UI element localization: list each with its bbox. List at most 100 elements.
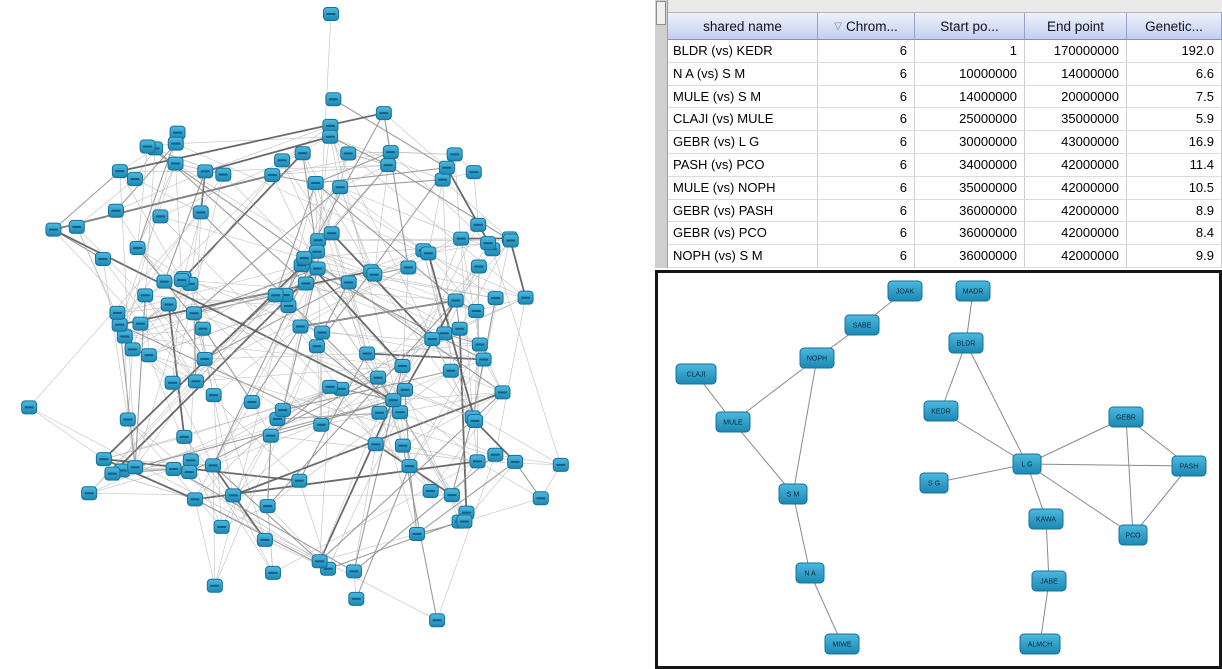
network-node[interactable] — [382, 145, 399, 160]
network-node[interactable] — [21, 400, 38, 415]
network-node[interactable] — [480, 236, 497, 251]
network-node[interactable] — [187, 374, 204, 389]
network-node[interactable] — [124, 342, 141, 357]
network-node[interactable] — [367, 437, 384, 452]
network-node[interactable]: S G — [919, 472, 949, 494]
network-node[interactable]: PASH — [1171, 455, 1207, 477]
network-node[interactable] — [392, 405, 409, 420]
column-header-shared-name[interactable]: shared name — [668, 13, 818, 40]
table-row[interactable]: NOPH (vs) S M 6 36000000 42000000 9.9 — [668, 245, 1222, 268]
network-node[interactable] — [469, 454, 486, 469]
network-node[interactable] — [194, 321, 211, 336]
network-node[interactable] — [192, 205, 209, 220]
network-node[interactable] — [470, 217, 487, 232]
network-node[interactable] — [370, 370, 387, 385]
network-node[interactable]: SABE — [844, 314, 880, 336]
network-node[interactable] — [297, 276, 314, 291]
network-node[interactable]: KEDR — [923, 400, 959, 422]
network-node[interactable] — [375, 106, 392, 121]
network-node[interactable] — [532, 491, 549, 506]
network-node[interactable] — [294, 146, 311, 161]
column-header-chromosome[interactable]: ▽ Chrom... — [818, 13, 915, 40]
network-node[interactable] — [394, 438, 411, 453]
network-node[interactable] — [443, 488, 460, 503]
network-node[interactable] — [422, 484, 439, 499]
network-node[interactable] — [109, 305, 126, 320]
network-node[interactable] — [160, 297, 177, 312]
network-node[interactable] — [185, 306, 202, 321]
network-node[interactable] — [340, 275, 357, 290]
network-node[interactable] — [196, 351, 213, 366]
network-node[interactable] — [243, 395, 260, 410]
network-node[interactable] — [215, 167, 232, 182]
network-node[interactable] — [167, 156, 184, 171]
network-node[interactable] — [314, 325, 331, 340]
network-node[interactable] — [164, 375, 181, 390]
network-node[interactable] — [205, 458, 222, 473]
scrollbar-thumb[interactable] — [656, 1, 666, 25]
network-node[interactable] — [401, 459, 418, 474]
network-node[interactable] — [453, 231, 470, 246]
network-node[interactable] — [307, 176, 324, 191]
table-row[interactable]: GEBR (vs) PCO 6 36000000 42000000 8.4 — [668, 222, 1222, 246]
network-node[interactable]: JABE — [1031, 570, 1067, 592]
network-node[interactable] — [340, 146, 357, 161]
network-node[interactable] — [325, 92, 342, 107]
network-node[interactable] — [119, 412, 136, 427]
network-node[interactable] — [274, 403, 291, 418]
table-row[interactable]: GEBR (vs) PASH 6 36000000 42000000 8.9 — [668, 199, 1222, 223]
network-node[interactable] — [127, 460, 144, 475]
network-node[interactable] — [104, 466, 121, 481]
network-node[interactable] — [68, 219, 85, 234]
network-node[interactable] — [262, 428, 279, 443]
network-node[interactable] — [467, 413, 484, 428]
network-node[interactable] — [264, 565, 281, 580]
network-node[interactable] — [451, 321, 468, 336]
network-node[interactable] — [156, 274, 173, 289]
network-node[interactable]: NOPH — [799, 347, 835, 369]
network-node[interactable]: L G — [1012, 453, 1042, 475]
table-row[interactable]: MULE (vs) NOPH 6 35000000 42000000 10.5 — [668, 176, 1222, 200]
table-row[interactable]: PASH (vs) PCO 6 34000000 42000000 11.4 — [668, 153, 1222, 177]
network-node[interactable] — [291, 473, 308, 488]
network-node[interactable] — [205, 388, 222, 403]
column-header-genetic-distance[interactable]: Genetic... — [1127, 13, 1222, 40]
network-node[interactable] — [446, 147, 463, 162]
detail-network-canvas[interactable]: JOAK MADR SABE BLDR NOPH CLAJI KEDR GEBR MULE L G… — [658, 273, 1219, 666]
network-node[interactable] — [366, 267, 383, 282]
filter-icon[interactable]: ▽ — [834, 20, 842, 32]
network-node[interactable] — [274, 153, 291, 168]
network-node[interactable]: GEBR — [1108, 406, 1144, 428]
network-node[interactable] — [308, 339, 325, 354]
network-node[interactable] — [132, 316, 149, 331]
network-node[interactable] — [213, 519, 230, 534]
network-node[interactable] — [323, 7, 339, 21]
table-scrollbar[interactable] — [655, 0, 668, 268]
network-node[interactable]: N A — [795, 562, 825, 584]
network-node[interactable] — [345, 564, 362, 579]
network-node[interactable] — [186, 492, 203, 507]
table-row[interactable]: N A (vs) S M 6 10000000 14000000 6.6 — [668, 62, 1222, 86]
network-node[interactable] — [447, 293, 464, 308]
network-node[interactable]: MADR — [955, 280, 991, 302]
network-node[interactable] — [471, 337, 488, 352]
network-node[interactable] — [313, 417, 330, 432]
network-node[interactable] — [420, 246, 437, 261]
column-header-start-position[interactable]: Start po... — [915, 13, 1025, 40]
network-node[interactable] — [470, 259, 487, 274]
network-node[interactable] — [424, 332, 441, 347]
network-node[interactable] — [456, 514, 473, 529]
network-node[interactable] — [107, 203, 124, 218]
network-node[interactable] — [45, 222, 62, 237]
network-node[interactable] — [140, 348, 157, 363]
network-node[interactable] — [137, 288, 154, 303]
network-node[interactable] — [116, 329, 133, 344]
network-node[interactable] — [292, 319, 309, 334]
network-node[interactable] — [380, 158, 397, 173]
network-node[interactable] — [126, 172, 143, 187]
network-node[interactable] — [165, 462, 182, 477]
network-node[interactable] — [264, 168, 281, 183]
network-node[interactable]: BLDR — [948, 332, 984, 354]
network-node[interactable] — [487, 447, 504, 462]
network-node[interactable]: MULE — [715, 411, 751, 433]
